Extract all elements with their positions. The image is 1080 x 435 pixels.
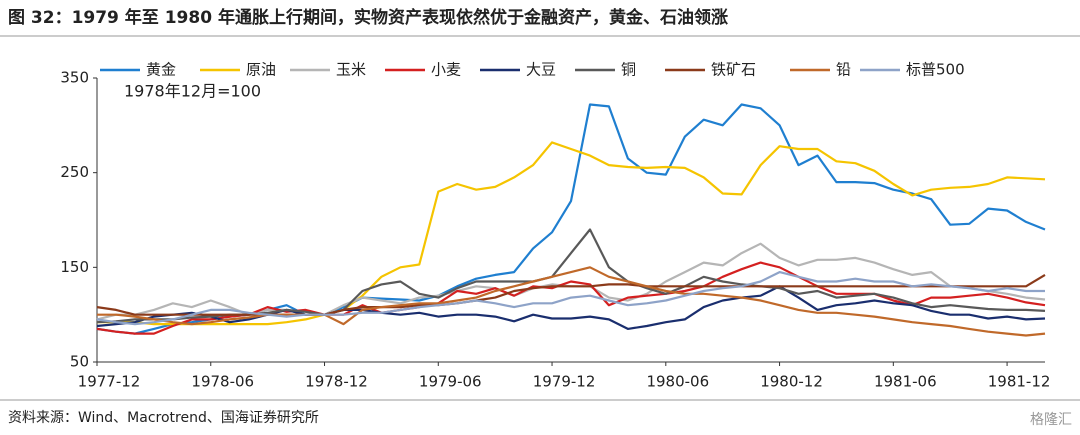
series-line — [96, 273, 1046, 316]
legend-label: 铜 — [621, 61, 636, 79]
x-tick-label: 1981-12 — [988, 373, 1051, 391]
watermark: 格隆汇 — [1030, 412, 1072, 428]
source: 资料来源：Wind、Macrotrend、国海证券研究所 — [8, 410, 319, 426]
y-tick-label: 350 — [60, 69, 89, 87]
x-tick-label: 1979-06 — [419, 373, 482, 391]
legend-label: 铅 — [836, 61, 851, 79]
y-tick-label: 50 — [70, 353, 89, 371]
x-tick-label: 1979-12 — [533, 373, 596, 391]
x-tick-label: 1980-12 — [760, 373, 823, 391]
legend-label: 大豆 — [526, 61, 556, 79]
legend-label: 黄金 — [146, 61, 176, 79]
y-tick-label: 150 — [60, 258, 89, 276]
series-line — [97, 266, 1046, 337]
legend-label: 铁矿石 — [711, 61, 756, 79]
x-tick-label: 1978-12 — [305, 373, 368, 391]
x-tick-label: 1978-06 — [191, 373, 254, 391]
series-line — [96, 103, 1046, 335]
legend-label: 玉米 — [336, 61, 366, 79]
series-line — [96, 228, 1046, 324]
series-line — [96, 285, 1046, 330]
annotation: 1978年12月=100 — [124, 82, 261, 101]
x-tick-label: 1981-06 — [874, 373, 937, 391]
series-line — [97, 141, 1046, 326]
chart-title: 图 32：1979 年至 1980 年通胀上行期间，实物资产表现依然优于金融资产… — [8, 7, 728, 28]
series-line — [96, 261, 1046, 335]
legend-label: 小麦 — [431, 61, 461, 79]
y-tick-label: 250 — [60, 163, 89, 181]
legend-label: 原油 — [246, 61, 276, 79]
x-tick-label: 1977-12 — [78, 373, 141, 391]
series-line — [96, 271, 1045, 326]
x-tick-label: 1980-06 — [646, 373, 709, 391]
legend-label: 标普500 — [906, 61, 965, 79]
